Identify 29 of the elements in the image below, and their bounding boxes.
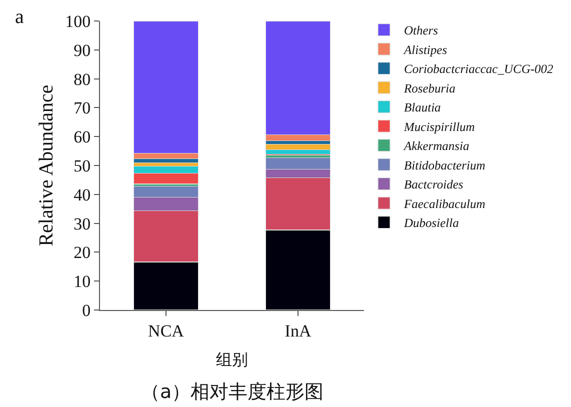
x-axis-title: 组别 bbox=[216, 350, 248, 370]
text: （a）相对丰度柱形图 bbox=[141, 381, 324, 403]
text: a bbox=[15, 6, 24, 28]
x-tick-label: InA bbox=[284, 321, 312, 340]
y-tick-label: 50 bbox=[74, 156, 91, 176]
legend-label: Alistipes bbox=[403, 42, 448, 57]
x-tick-label: NCA bbox=[148, 321, 185, 340]
bar bbox=[265, 144, 331, 150]
legend-label: Bitidobacterium bbox=[404, 158, 486, 172]
legend-label: Dubosiella bbox=[403, 216, 459, 230]
y-tick-label: 90 bbox=[74, 40, 91, 60]
y-tick-label: 80 bbox=[74, 70, 91, 89]
legend-label: Others bbox=[404, 24, 438, 38]
y-tick-label: 60 bbox=[74, 128, 91, 147]
legend-label: Blautia bbox=[404, 100, 441, 115]
y-tick-label: 70 bbox=[74, 98, 91, 118]
legend-label: Coriobactcriaccac_UCG-002 bbox=[404, 62, 554, 76]
legend-label: Bactcroides bbox=[404, 178, 464, 192]
legend-label: Mucispirillum bbox=[403, 120, 475, 134]
legend-label: Faecalibaculum bbox=[403, 196, 486, 211]
y-tick-label: 20 bbox=[74, 243, 91, 262]
legend-label: Roseburia bbox=[403, 81, 456, 96]
y-tick-label: 10 bbox=[74, 272, 91, 292]
y-tick-label: 0 bbox=[82, 300, 91, 320]
y-tick-label: 40 bbox=[74, 185, 91, 204]
y-tick-label: 100 bbox=[65, 12, 91, 31]
y-tick-label: 30 bbox=[74, 214, 91, 234]
y-axis-title: Relative Abundance bbox=[36, 84, 58, 246]
legend-label: Akkermansia bbox=[403, 139, 470, 154]
